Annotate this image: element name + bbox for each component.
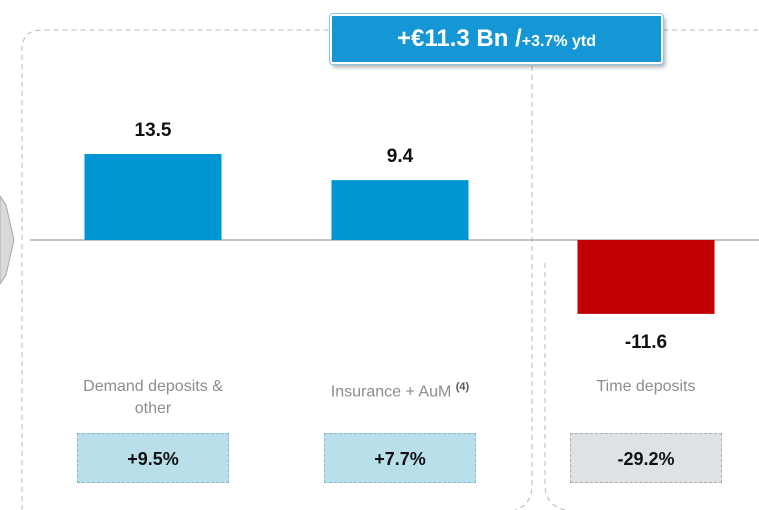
category-text: Demand deposits & other — [83, 378, 223, 417]
category-label: Demand deposits & other — [63, 376, 243, 420]
value-label: 13.5 — [134, 120, 172, 141]
bar — [84, 154, 222, 240]
category-label: Time deposits — [556, 376, 736, 398]
bar — [331, 180, 469, 240]
value-label: 9.4 — [386, 146, 414, 168]
change-box: +7.7% — [324, 433, 476, 483]
change-box: +9.5% — [77, 433, 229, 483]
footnote: (4) — [455, 381, 470, 393]
chevron — [0, 195, 15, 285]
frame-divider — [514, 30, 533, 510]
value-label: -11.6 — [624, 331, 668, 353]
change-box: -29.2% — [570, 433, 722, 483]
bar — [577, 240, 715, 314]
category-text: Insurance + AuM — [330, 383, 452, 401]
category-label: Insurance + AuM (4) — [310, 376, 490, 403]
badge-main: +€11.3 Bn / — [396, 25, 522, 52]
category-text: Time deposits — [596, 378, 696, 395]
frame-right — [544, 260, 566, 510]
frame-left — [21, 29, 330, 510]
badge: +€11.3 Bn /+3.7% ytd — [330, 14, 663, 64]
badge-sub: +3.7% ytd — [521, 33, 596, 50]
